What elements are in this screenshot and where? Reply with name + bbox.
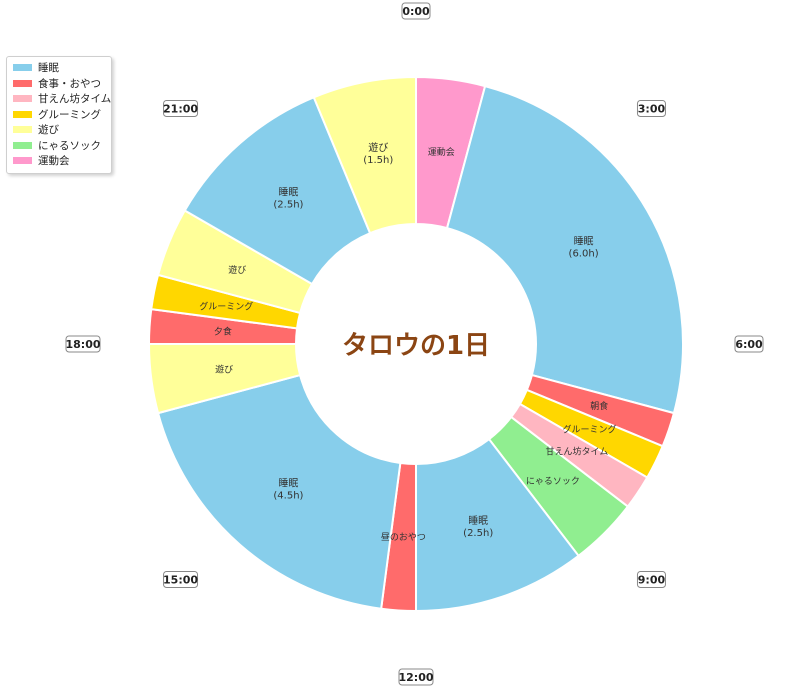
legend-item-3: グルーミング xyxy=(13,107,105,123)
segment-labels: 運動会睡眠(6.0h)朝食グルーミング甘えん坊タイムにゃるソック睡眠(2.5h)… xyxy=(199,141,616,543)
legend-item-0: 睡眠 xyxy=(13,60,105,76)
svg-text:0:00: 0:00 xyxy=(402,5,430,18)
time-tick-6: 18:00 xyxy=(65,335,101,353)
svg-text:9:00: 9:00 xyxy=(638,573,666,586)
segment-label-6: 睡眠(2.5h) xyxy=(463,514,493,539)
segment-label-2: 朝食 xyxy=(590,400,608,412)
segment-label-1: 睡眠(6.0h) xyxy=(569,234,599,259)
legend-label: 食事・おやつ xyxy=(38,77,101,90)
time-tick-5: 15:00 xyxy=(163,570,198,588)
legend-label: 運動会 xyxy=(38,155,70,168)
time-tick-2: 6:00 xyxy=(734,335,764,353)
time-tick-labels: 0:00 3:00 6:00 9:00 12:00 15:00 18:00 21:00 xyxy=(65,2,764,686)
legend-label: 遊び xyxy=(38,124,59,137)
legend-label: グルーミング xyxy=(38,108,101,121)
segment-label-4: 甘えん坊タイム xyxy=(545,446,608,458)
legend-swatch xyxy=(13,64,32,72)
segment-8 xyxy=(156,373,402,610)
svg-text:21:00: 21:00 xyxy=(163,103,198,116)
segment-label-12: 遊び xyxy=(228,264,246,276)
svg-text:12:00: 12:00 xyxy=(398,671,433,684)
segment-label-5: にゃるソック xyxy=(526,476,580,487)
segment-label-7: 昼のおやつ xyxy=(381,532,426,543)
legend-swatch xyxy=(13,110,32,118)
legend-swatch xyxy=(13,126,32,134)
legend-item-2: 甘えん坊タイム xyxy=(13,91,111,107)
segment-label-3: グルーミング xyxy=(563,424,617,436)
segment-label-0: 運動会 xyxy=(428,146,455,158)
chart-legend: 睡眠食事・おやつ 甘えん坊タイム グルーミング 遊びにゃるソック 運動会 xyxy=(6,56,112,174)
time-tick-1: 3:00 xyxy=(636,100,666,118)
legend-swatch xyxy=(13,157,32,165)
chart-title: タロウの1日 xyxy=(342,331,490,361)
legend-label: 睡眠 xyxy=(38,62,59,75)
donut-segments xyxy=(147,75,684,613)
segment-label-9: 遊び xyxy=(215,363,233,375)
legend-item-6: 運動会 xyxy=(13,153,105,169)
segment-label-11: グルーミング xyxy=(199,300,253,312)
segment-label-13: 睡眠(2.5h) xyxy=(273,186,303,211)
legend-item-4: 遊び xyxy=(13,122,105,138)
svg-text:15:00: 15:00 xyxy=(163,573,198,586)
segment-label-8: 睡眠(4.5h) xyxy=(273,476,303,501)
time-tick-0: 0:00 xyxy=(401,2,431,20)
time-tick-4: 12:00 xyxy=(398,668,434,686)
segment-1 xyxy=(445,84,684,415)
svg-text:18:00: 18:00 xyxy=(65,338,100,351)
segment-label-10: 夕食 xyxy=(214,325,232,337)
legend-item-5: にゃるソック xyxy=(13,138,105,154)
segment-label-14: 遊び(1.5h) xyxy=(363,141,393,166)
svg-text:3:00: 3:00 xyxy=(638,103,666,116)
legend-label: にゃるソック xyxy=(38,139,101,152)
legend-label: 甘えん坊タイム xyxy=(38,93,112,106)
svg-text:6:00: 6:00 xyxy=(735,338,763,351)
legend-swatch xyxy=(13,141,32,149)
time-tick-7: 21:00 xyxy=(163,100,198,118)
legend-swatch xyxy=(13,95,32,103)
segment-14 xyxy=(312,75,417,235)
legend-item-1: 食事・おやつ xyxy=(13,76,105,92)
time-tick-3: 9:00 xyxy=(636,570,666,588)
legend-swatch xyxy=(13,79,32,87)
